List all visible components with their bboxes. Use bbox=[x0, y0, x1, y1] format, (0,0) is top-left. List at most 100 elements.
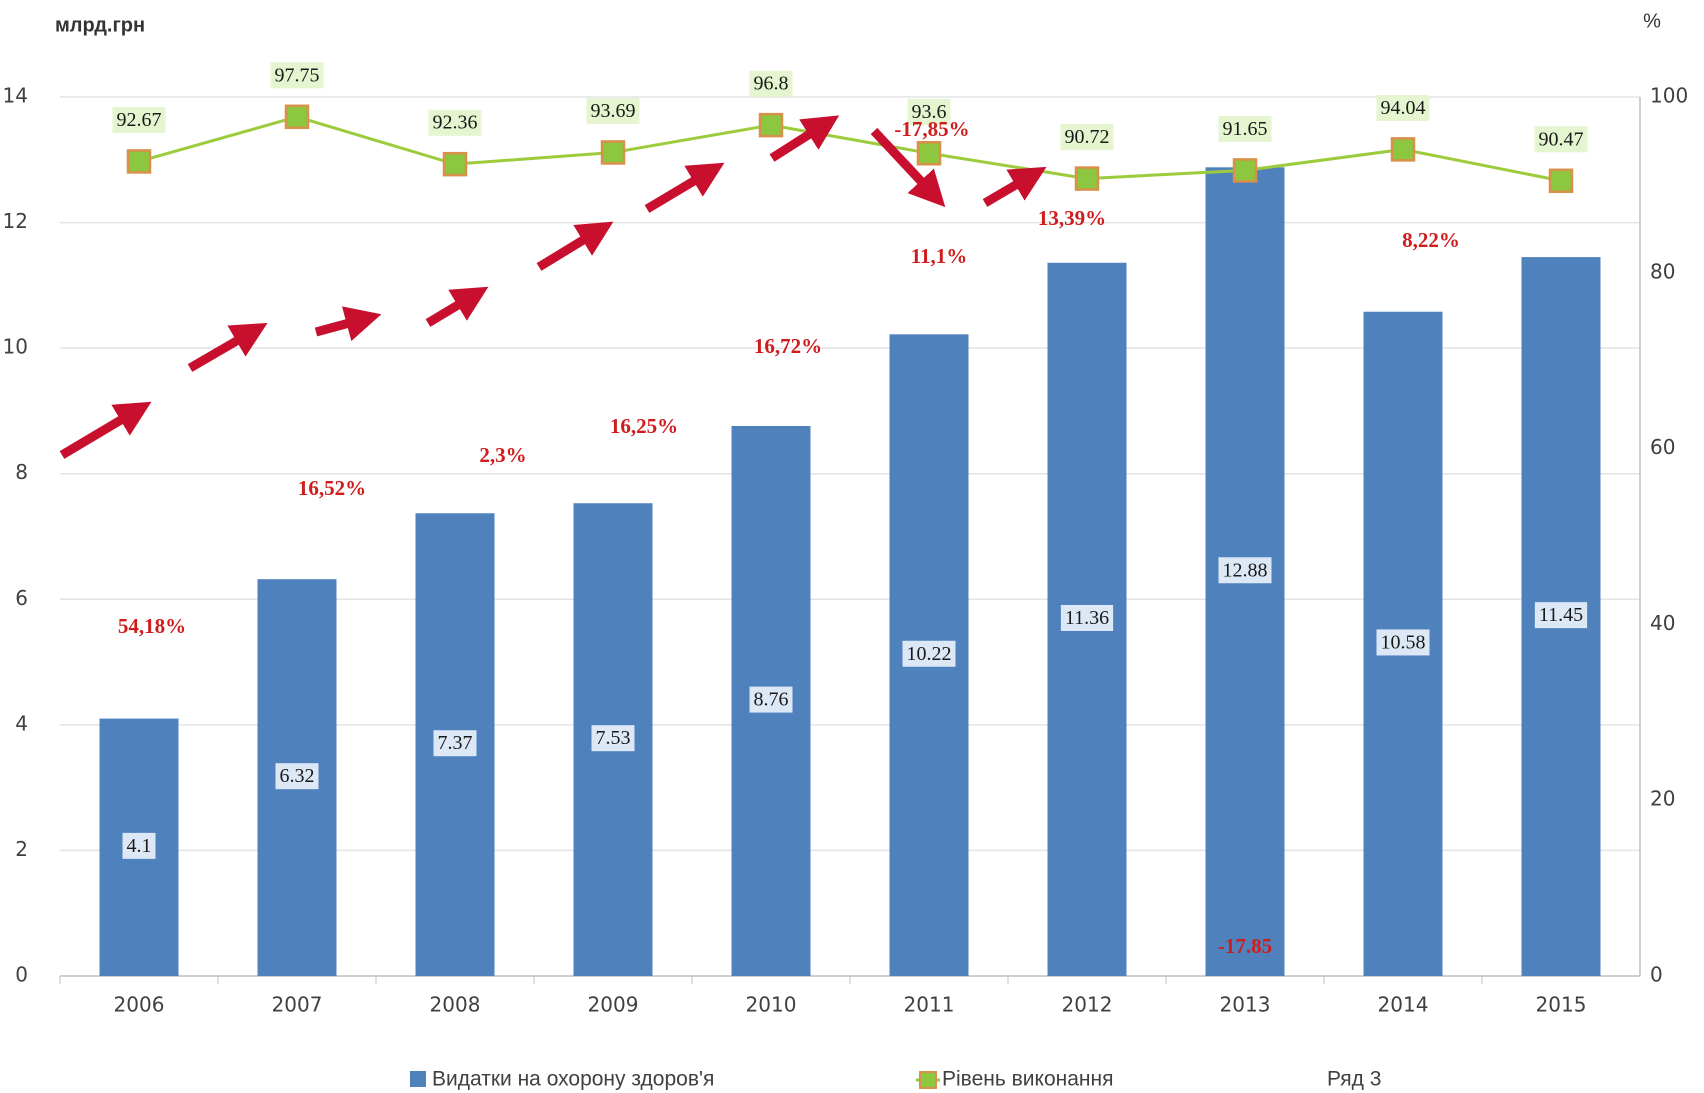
line-marker bbox=[1074, 166, 1100, 191]
line bbox=[138, 115, 1562, 183]
line-value-label-bg bbox=[907, 98, 951, 125]
bar-value-label: 7.53 bbox=[596, 727, 631, 749]
y-tick-label: 12 bbox=[3, 209, 28, 233]
x-tick-label: 2015 bbox=[1536, 993, 1587, 1017]
arrow bbox=[769, 115, 840, 162]
bar-value-label-bg bbox=[1534, 602, 1588, 629]
line-value-label-bg bbox=[1060, 124, 1114, 151]
bar-value-label: 11.36 bbox=[1065, 607, 1109, 629]
x-tick-label: 2006 bbox=[114, 993, 165, 1017]
x-tick-label: 2007 bbox=[272, 993, 323, 1017]
x-tick-label: 2012 bbox=[1062, 993, 1113, 1017]
bar-value-label-bg bbox=[1376, 629, 1430, 656]
bar-value-label-bg bbox=[902, 640, 956, 667]
legend-label: Ряд 3 bbox=[1327, 1068, 1381, 1091]
arrow bbox=[187, 322, 268, 372]
growth-annotation: 54,18% bbox=[118, 614, 186, 638]
line-value-label: 90.72 bbox=[1065, 126, 1110, 148]
arrow bbox=[644, 162, 725, 213]
bar-value-label-bg bbox=[591, 725, 635, 752]
line-value-label: 90.47 bbox=[1539, 128, 1584, 150]
bar-value-label: 12.88 bbox=[1223, 559, 1268, 581]
bar-value-label: 11.45 bbox=[1539, 604, 1583, 626]
y2-tick-label: 80 bbox=[1650, 259, 1675, 283]
line-value-label: 92.67 bbox=[117, 109, 162, 131]
growth-annotation: 13,39% bbox=[1038, 206, 1106, 230]
growth-annotation: 16,72% bbox=[754, 334, 822, 358]
bar-value-label-bg bbox=[749, 686, 793, 713]
y2-tick-label: 0 bbox=[1650, 963, 1663, 987]
y-tick-label: 4 bbox=[15, 711, 28, 735]
arrow bbox=[982, 166, 1047, 207]
line-value-label-bg bbox=[270, 62, 324, 89]
y-tick-label: 14 bbox=[3, 84, 28, 108]
x-tick-label: 2013 bbox=[1220, 993, 1271, 1017]
line-marker bbox=[1390, 137, 1416, 162]
arrow bbox=[425, 286, 489, 327]
legend-swatch bbox=[410, 1071, 426, 1087]
bar-value-label-bg bbox=[122, 832, 156, 859]
line-value-label: 91.65 bbox=[1223, 118, 1268, 140]
line-marker bbox=[916, 141, 942, 166]
bar-value-label-bg bbox=[275, 763, 319, 790]
growth-annotation: -17,85% bbox=[894, 117, 969, 141]
y2-tick-label: 40 bbox=[1650, 611, 1675, 635]
arrow bbox=[59, 401, 152, 459]
trend-arrows bbox=[59, 115, 1047, 459]
legend-swatch bbox=[919, 1071, 937, 1089]
growth-annotation: 16,52% bbox=[298, 476, 366, 500]
y-tick-label: 8 bbox=[15, 460, 28, 484]
growth-annotation: 11,1% bbox=[911, 244, 968, 268]
line-value-label: 97.75 bbox=[275, 64, 320, 86]
line-value-label: 96.8 bbox=[754, 73, 789, 95]
line-marker bbox=[600, 140, 626, 165]
y-tick-label: 6 bbox=[15, 586, 28, 610]
growth-annotation: 16,25% bbox=[610, 414, 678, 438]
line-marker bbox=[284, 104, 310, 130]
bar-value-label: 6.32 bbox=[280, 765, 315, 787]
bar-value-label: 10.58 bbox=[1381, 631, 1426, 653]
y-tick-label: 10 bbox=[3, 335, 28, 359]
bar-value-label: 8.76 bbox=[754, 689, 789, 711]
bar-value-label-bg bbox=[1060, 604, 1114, 631]
x-tick-label: 2008 bbox=[430, 993, 481, 1017]
arrow bbox=[870, 127, 946, 208]
bar-value-label: 10.22 bbox=[907, 643, 952, 665]
line-value-label: 93.69 bbox=[591, 100, 636, 122]
x-tick-label: 2011 bbox=[904, 993, 955, 1017]
y-tick-label: 0 bbox=[15, 963, 28, 987]
line-value-label: 92.36 bbox=[433, 112, 478, 134]
bar-value-label-bg bbox=[433, 730, 477, 757]
line-marker bbox=[758, 112, 784, 138]
line-value-label: 94.04 bbox=[1381, 97, 1426, 119]
line-value-label-bg bbox=[586, 98, 640, 125]
y2-axis-label: % bbox=[1643, 10, 1661, 32]
growth-annotation: 8,22% bbox=[1402, 228, 1460, 252]
bar-value-label: 4.1 bbox=[127, 835, 152, 857]
y-tick-label: 2 bbox=[15, 837, 28, 861]
growth-annotation: 2,3% bbox=[479, 443, 526, 467]
line-marker bbox=[442, 151, 468, 177]
line-value-label-bg bbox=[749, 70, 793, 97]
y2-tick-label: 20 bbox=[1650, 787, 1675, 811]
arrow bbox=[314, 306, 382, 342]
bar-value-label-bg bbox=[1218, 557, 1272, 584]
line-marker bbox=[126, 149, 152, 174]
legend-label: Видатки на охорону здоров'я bbox=[432, 1068, 714, 1091]
x-tick-label: 2010 bbox=[746, 993, 797, 1017]
y2-tick-label: 100 bbox=[1650, 84, 1688, 108]
x-tick-label: 2009 bbox=[588, 993, 639, 1017]
line-marker bbox=[1232, 158, 1258, 183]
y-axis-label: млрд.грн bbox=[55, 14, 145, 36]
line-value-label-bg bbox=[112, 107, 166, 134]
line-value-label: 93.6 bbox=[912, 101, 947, 123]
bar-value-label: 7.37 bbox=[438, 732, 473, 754]
line-value-label-bg bbox=[1218, 115, 1272, 142]
line-value-label-bg bbox=[428, 109, 482, 136]
x-tick-label: 2014 bbox=[1378, 993, 1429, 1017]
y2-tick-label: 60 bbox=[1650, 435, 1675, 459]
series-value-label: -17.85 bbox=[1218, 934, 1272, 958]
arrow bbox=[536, 221, 614, 271]
legend-label: Рівень виконання bbox=[942, 1068, 1113, 1091]
